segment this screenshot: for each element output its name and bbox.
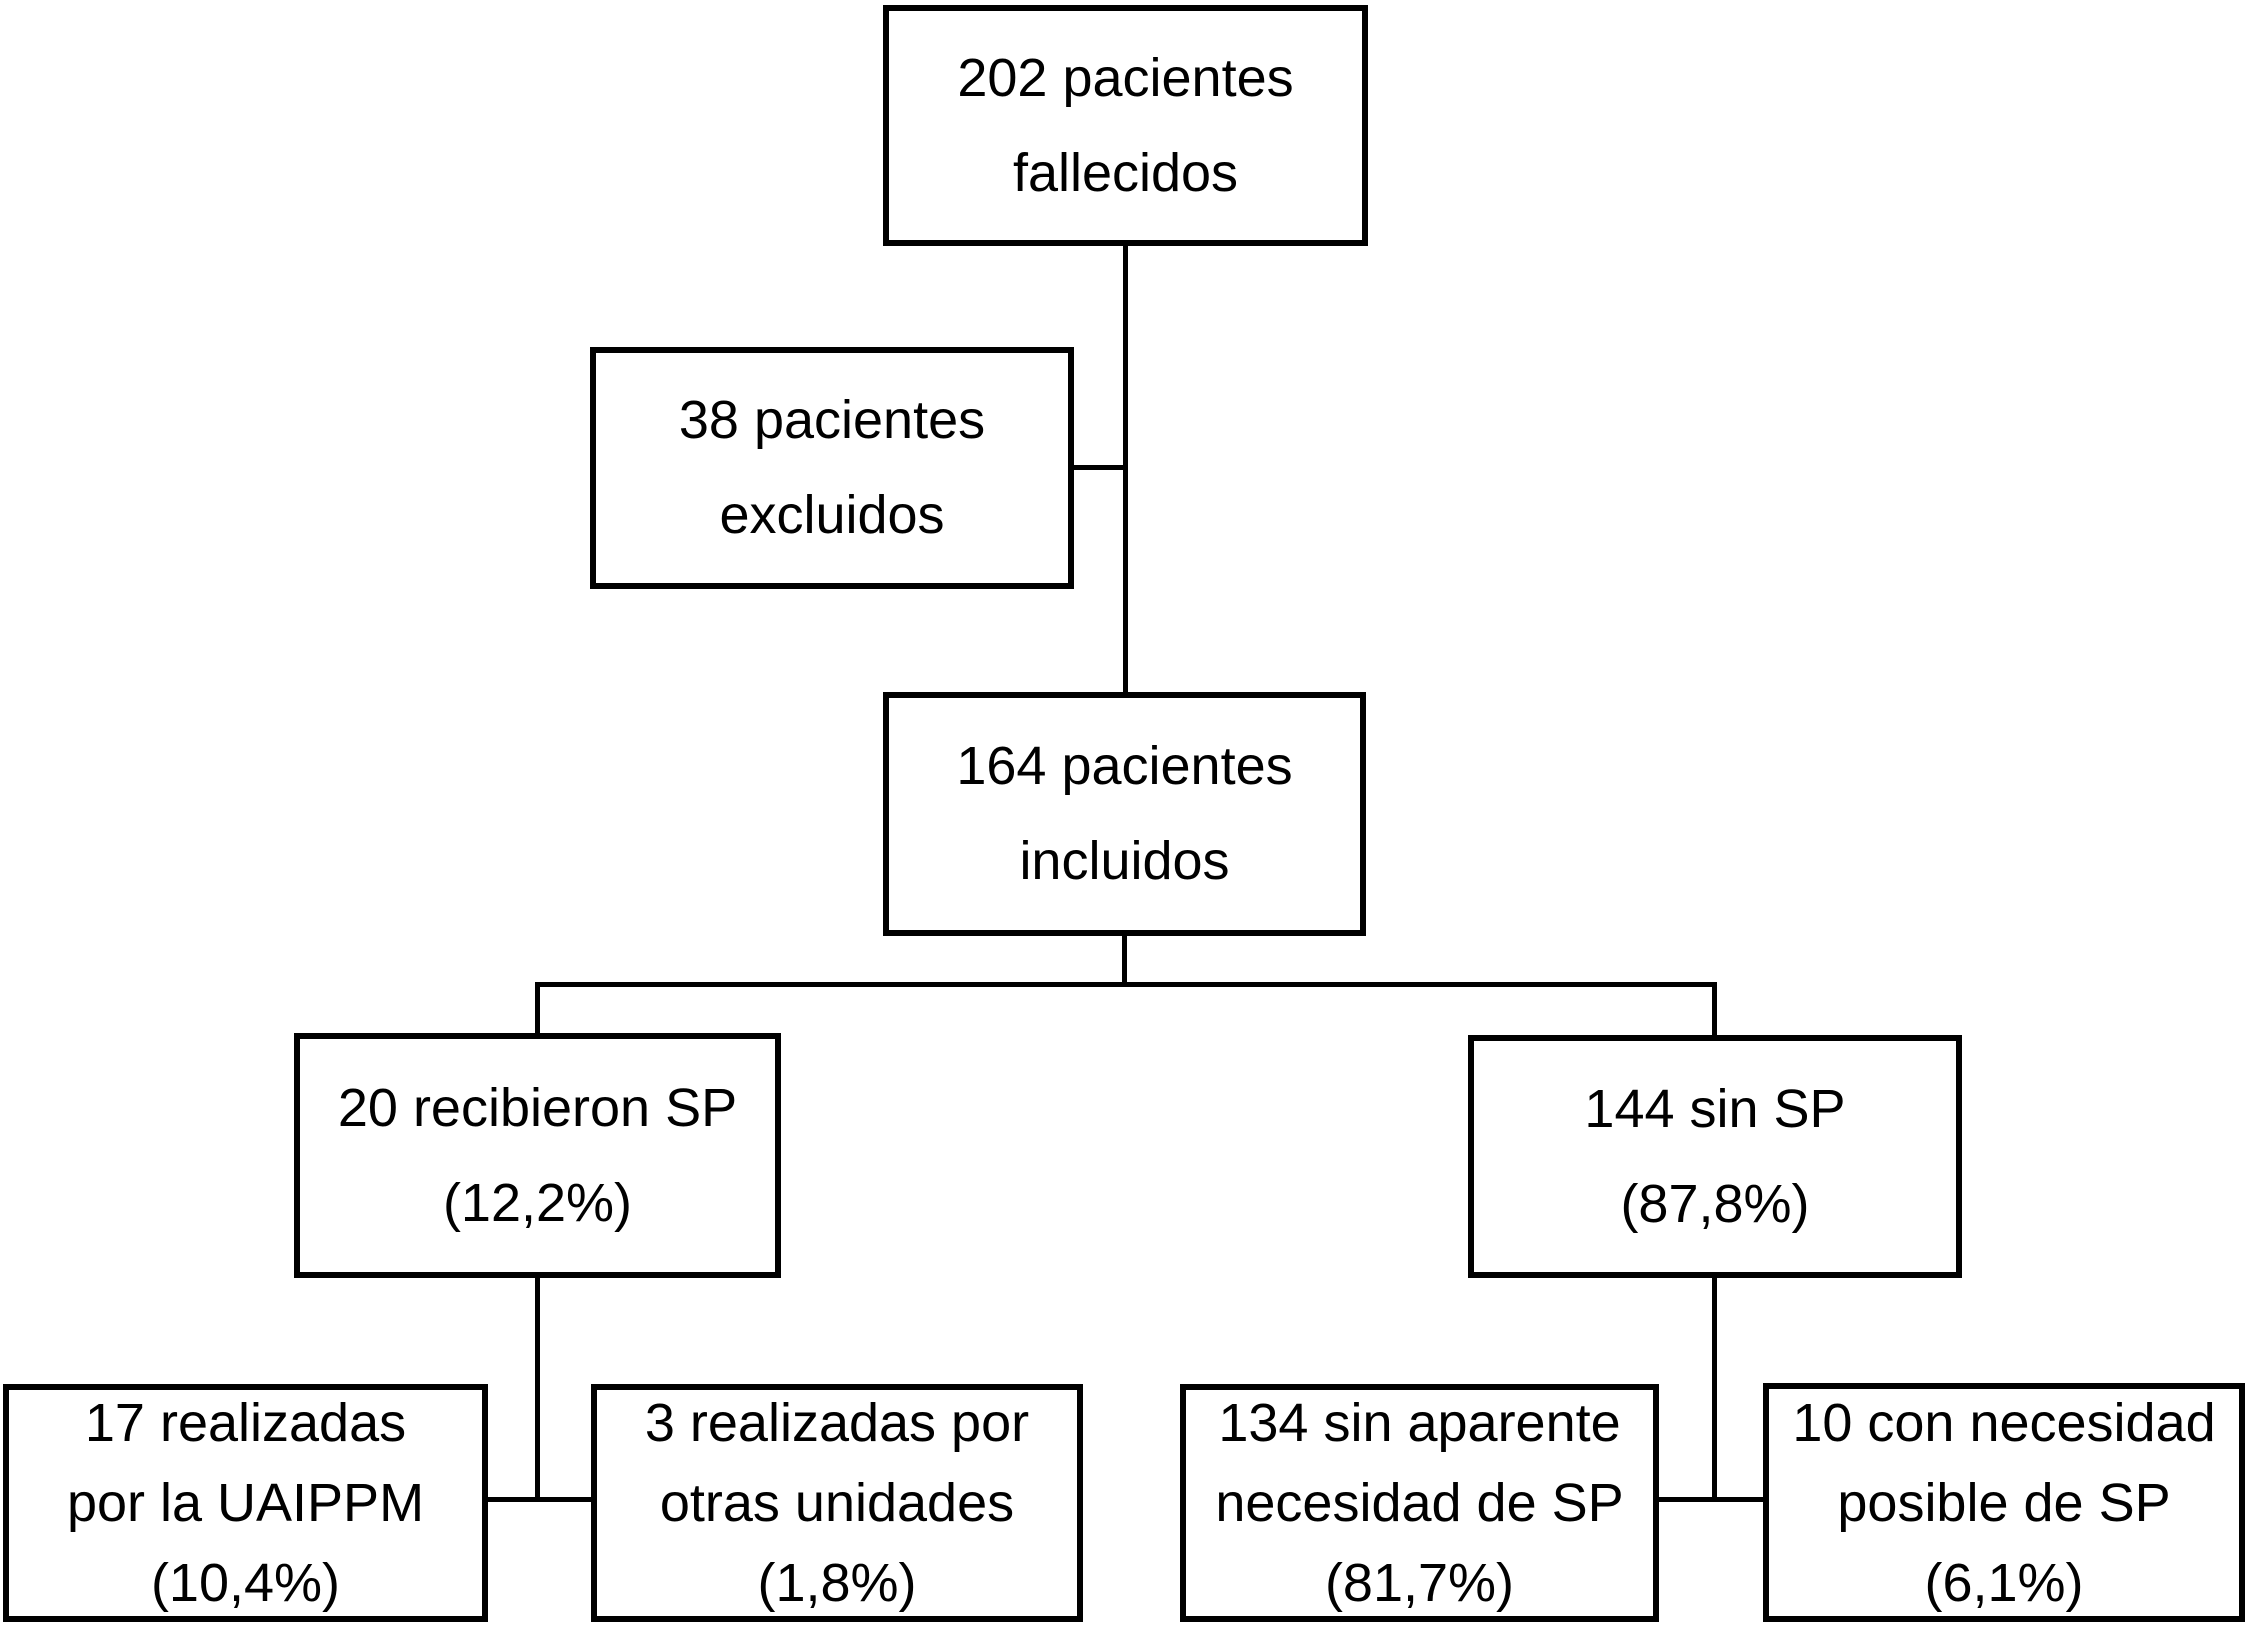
node-label-line: 144 sin SP [1584,1078,1846,1139]
node-label-line: 20 recibieron SP [337,1077,738,1138]
node-included: 164 pacientes incluidos [883,692,1366,936]
node-label-line: (10,4%) [150,1553,341,1613]
node-label-line: (1,8%) [757,1553,917,1613]
connector-included-to-split [1122,936,1127,986]
node-no-apparent-need: 134 sin aparente necesidad de SP (81,7%) [1180,1384,1659,1622]
connector-split-horizontal [535,982,1717,987]
node-received-sp: 20 recibieron SP (12,2%) [294,1033,781,1278]
connector-excluded-branch [1074,465,1128,470]
node-label-line: 10 con necesidad [1792,1392,2216,1453]
node-label-line: (81,7%) [1324,1553,1515,1613]
node-label-line: fallecidos [1012,142,1239,203]
node-deceased: 202 pacientes fallecidos [883,5,1368,246]
node-label-line: (87,8%) [1620,1173,1810,1234]
node-possible-need: 10 con necesidad posible de SP (6,1%) [1763,1383,2245,1622]
node-other-units: 3 realizadas por otras unidades (1,8%) [591,1384,1083,1622]
node-label-line: excluidos [719,485,945,545]
node-label-line: (6,1%) [1924,1552,2084,1613]
connector-received-sp-down [535,1278,540,1502]
connector-uaippm-other-units [488,1497,591,1502]
node-label-line: posible de SP [1837,1472,2171,1533]
node-label-line: 3 realizadas por [644,1393,1030,1453]
node-no-sp: 144 sin SP (87,8%) [1468,1035,1962,1278]
node-excluded: 38 pacientes excluidos [590,347,1074,589]
connector-no-apparent-possible [1659,1497,1763,1502]
node-uaippm: 17 realizadas por la UAIPPM (10,4%) [3,1384,488,1622]
node-label-line: incluidos [1019,831,1230,891]
connector-no-sp-down [1712,1278,1717,1502]
node-label-line: por la UAIPPM [66,1473,425,1533]
connector-split-to-received-sp [535,982,540,1033]
connector-split-to-no-sp [1712,982,1717,1035]
node-label-line: 164 pacientes [956,736,1293,796]
node-label-line: 38 pacientes [678,390,986,450]
node-label-line: 134 sin aparente [1218,1393,1621,1453]
node-label-line: necesidad de SP [1215,1473,1624,1533]
node-label-line: 202 pacientes [957,47,1294,108]
node-label-line: (12,2%) [442,1172,633,1233]
node-label-line: 17 realizadas [84,1393,407,1453]
node-label-line: otras unidades [659,1473,1015,1533]
